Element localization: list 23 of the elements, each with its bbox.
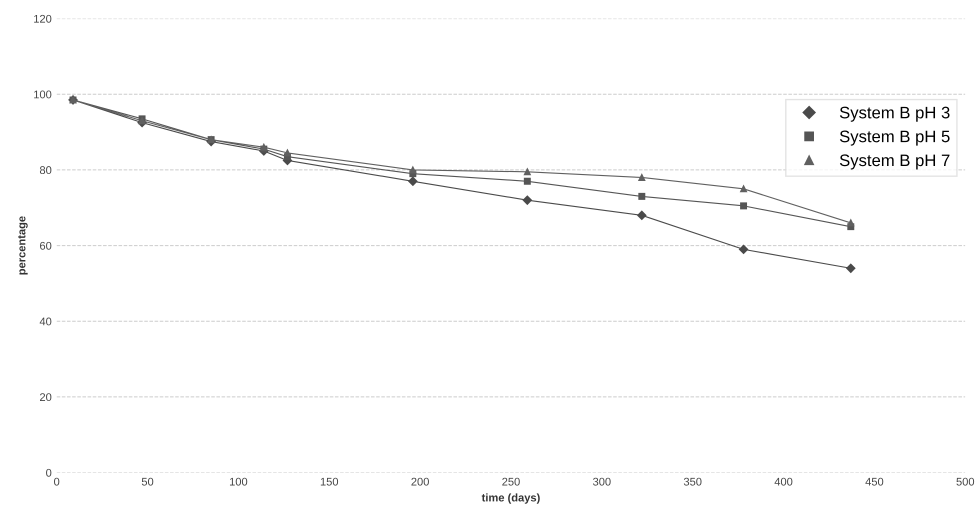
x-tick-label: 500 <box>956 478 974 486</box>
x-tick-label: 450 <box>865 478 884 486</box>
legend-label: System B pH 3 <box>840 106 950 122</box>
y-tick-label: 120 <box>34 14 52 23</box>
y-axis-title: percentage <box>18 216 28 274</box>
x-tick-label: 250 <box>502 478 520 486</box>
legend-label: System B pH 7 <box>840 154 950 170</box>
y-tick-label: 80 <box>40 166 52 174</box>
x-axis-title: time (days) <box>482 493 540 504</box>
x-tick-label: 0 <box>54 478 60 486</box>
y-tick-label: 40 <box>40 318 52 326</box>
x-tick-label: 300 <box>592 478 611 486</box>
y-tick-label: 60 <box>40 242 52 250</box>
y-tick-label: 20 <box>40 393 52 402</box>
x-tick-label: 50 <box>142 478 154 486</box>
x-tick-label: 150 <box>320 478 338 486</box>
x-tick-label: 350 <box>684 478 702 486</box>
x-tick-label: 100 <box>230 478 248 486</box>
y-tick-label: 0 <box>46 468 52 477</box>
legend-label: System B pH 5 <box>840 130 950 146</box>
x-tick-label: 200 <box>411 478 429 486</box>
x-tick-label: 400 <box>774 478 792 486</box>
y-tick-label: 100 <box>34 90 52 98</box>
